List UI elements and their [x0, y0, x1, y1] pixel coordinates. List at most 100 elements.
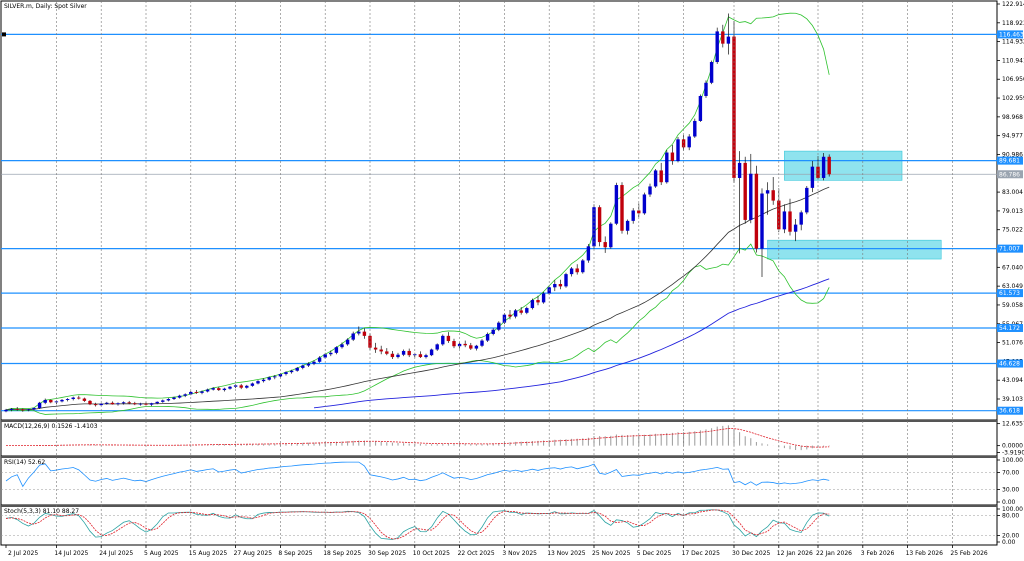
candle-body[interactable]: [9, 408, 14, 410]
candle-body[interactable]: [317, 357, 322, 362]
candle-body[interactable]: [642, 194, 647, 214]
candle-body[interactable]: [345, 339, 350, 345]
candle-body[interactable]: [239, 385, 243, 388]
candle-body[interactable]: [519, 310, 523, 313]
candle-body[interactable]: [536, 300, 540, 303]
candle-body[interactable]: [508, 314, 512, 317]
candle-body[interactable]: [575, 268, 579, 273]
candle-body[interactable]: [821, 156, 826, 178]
candle-body[interactable]: [709, 62, 714, 83]
candle-body[interactable]: [491, 329, 495, 334]
candle-body[interactable]: [217, 388, 221, 391]
demand-supply-zone[interactable]: [784, 150, 903, 181]
candle-body[interactable]: [385, 351, 389, 354]
candle-body[interactable]: [261, 379, 266, 382]
candle-body[interactable]: [816, 166, 820, 178]
candle-body[interactable]: [715, 31, 719, 63]
candle-body[interactable]: [726, 36, 731, 44]
candle-body[interactable]: [765, 190, 770, 194]
candle-body[interactable]: [401, 350, 406, 355]
candle-body[interactable]: [586, 246, 591, 261]
candle-body[interactable]: [357, 331, 361, 334]
candle-body[interactable]: [21, 409, 25, 411]
candle-body[interactable]: [525, 308, 529, 313]
candle-body[interactable]: [676, 139, 680, 162]
candle-body[interactable]: [121, 402, 126, 404]
candle-body[interactable]: [105, 402, 109, 404]
candle-body[interactable]: [183, 394, 187, 396]
candle-body[interactable]: [312, 361, 316, 364]
candle-body[interactable]: [284, 372, 288, 375]
candle-body[interactable]: [161, 400, 165, 402]
candle-body[interactable]: [665, 152, 669, 183]
candle-body[interactable]: [687, 136, 691, 148]
candle-body[interactable]: [37, 402, 42, 408]
candle-body[interactable]: [77, 397, 81, 399]
candle-body[interactable]: [88, 400, 92, 405]
demand-supply-zone[interactable]: [767, 239, 942, 260]
candle-body[interactable]: [441, 335, 445, 345]
candle-body[interactable]: [581, 260, 585, 273]
candle-body[interactable]: [452, 341, 456, 347]
candle-body[interactable]: [267, 377, 271, 380]
candle-body[interactable]: [553, 284, 557, 288]
candle-body[interactable]: [558, 284, 563, 287]
candle-body[interactable]: [390, 353, 395, 358]
candle-body[interactable]: [435, 344, 439, 350]
candle-body[interactable]: [49, 399, 53, 403]
candle-body[interactable]: [609, 223, 613, 248]
candle-body[interactable]: [149, 403, 154, 405]
candle-body[interactable]: [749, 173, 753, 220]
candle-body[interactable]: [26, 409, 31, 411]
candle-body[interactable]: [323, 354, 327, 358]
candle-body[interactable]: [564, 274, 568, 287]
candle-body[interactable]: [138, 403, 143, 405]
candle-body[interactable]: [4, 409, 8, 412]
candle-body[interactable]: [760, 193, 764, 249]
candle-body[interactable]: [754, 173, 759, 249]
candle-body[interactable]: [306, 363, 311, 366]
candle-body[interactable]: [200, 391, 204, 393]
candle-body[interactable]: [329, 352, 333, 355]
candle-body[interactable]: [379, 349, 383, 352]
candle-body[interactable]: [670, 152, 675, 162]
candle-body[interactable]: [362, 331, 367, 336]
candle-body[interactable]: [424, 355, 428, 358]
candle-body[interactable]: [469, 345, 473, 349]
candle-body[interactable]: [446, 335, 451, 342]
candle-body[interactable]: [704, 82, 708, 96]
candle-body[interactable]: [732, 36, 736, 178]
candle-body[interactable]: [256, 381, 260, 384]
candle-body[interactable]: [222, 388, 227, 391]
candle-body[interactable]: [155, 401, 159, 404]
candle-body[interactable]: [827, 156, 831, 175]
candle-body[interactable]: [603, 242, 607, 248]
candle-body[interactable]: [530, 300, 535, 309]
candle-body[interactable]: [805, 187, 809, 213]
candle-body[interactable]: [614, 185, 619, 224]
candle-body[interactable]: [110, 402, 115, 405]
candle-body[interactable]: [278, 374, 283, 377]
candle-body[interactable]: [480, 340, 484, 346]
candle-body[interactable]: [228, 386, 232, 389]
candle-body[interactable]: [637, 210, 641, 214]
candle-body[interactable]: [166, 399, 171, 401]
candle-body[interactable]: [334, 347, 339, 353]
candle-body[interactable]: [396, 354, 400, 358]
candle-body[interactable]: [474, 345, 479, 349]
candle-body[interactable]: [788, 211, 792, 232]
candle-body[interactable]: [15, 408, 19, 410]
candle-body[interactable]: [71, 397, 75, 400]
candle-body[interactable]: [698, 95, 703, 121]
candle-body[interactable]: [373, 347, 378, 350]
candle-body[interactable]: [597, 207, 602, 243]
candle-body[interactable]: [82, 398, 87, 401]
candle-body[interactable]: [245, 385, 249, 388]
candle-body[interactable]: [721, 31, 725, 44]
candle-body[interactable]: [693, 120, 697, 137]
candle-body[interactable]: [144, 403, 148, 405]
candle-body[interactable]: [295, 367, 299, 371]
candle-body[interactable]: [93, 404, 98, 406]
candle-body[interactable]: [743, 162, 747, 220]
candle-body[interactable]: [497, 322, 501, 330]
